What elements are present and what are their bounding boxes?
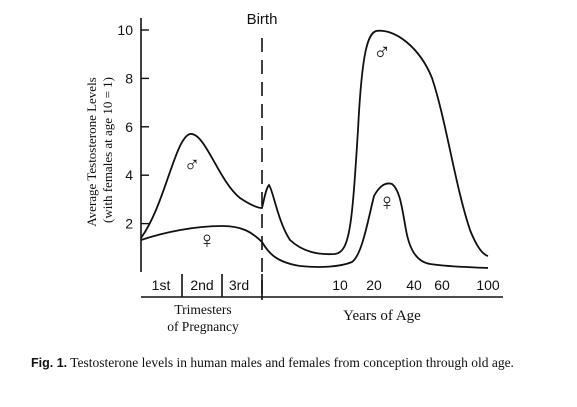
male-symbol-prenatal: ♂	[184, 152, 201, 177]
prenatal-tick-label: 1st	[152, 277, 171, 293]
age-tick-label: 40	[406, 277, 422, 293]
birth-label: Birth	[247, 11, 278, 28]
caption-label: Fig. 1.	[31, 356, 68, 370]
female-curve	[140, 182, 489, 269]
prenatal-axis-label-line2: of Pregnancy	[167, 319, 239, 334]
male-symbol-adult: ♂	[373, 39, 391, 66]
age-tick-label: 10	[332, 277, 348, 293]
age-tick-label: 20	[366, 277, 382, 293]
figure-caption: Fig. 1. Testosterone levels in human mal…	[31, 354, 561, 372]
curves	[140, 29, 489, 269]
y-ticks: 2 4 6 8 10	[117, 22, 149, 232]
x-ticks: 1st 2nd 3rd 10 20 40 60 100	[152, 277, 500, 293]
age-tick-label: 60	[434, 277, 450, 293]
y-axis-label-line1: Average Testosterone Levels	[84, 77, 99, 227]
chart-axes	[140, 18, 503, 300]
sex-symbols: ♂ ♀ ♂ ♀	[184, 39, 396, 254]
y-tick-label: 8	[125, 70, 133, 86]
prenatal-tick-label: 2nd	[190, 277, 213, 293]
y-tick-label: 2	[125, 216, 133, 232]
female-symbol-adult: ♀	[378, 189, 396, 216]
female-symbol-prenatal: ♀	[198, 227, 216, 254]
y-tick-label: 10	[117, 22, 133, 38]
age-tick-label: 100	[476, 277, 500, 293]
male-curve	[140, 29, 489, 257]
age-axis-label: Years of Age	[343, 308, 421, 324]
prenatal-tick-label: 3rd	[229, 277, 249, 293]
y-tick-label: 4	[125, 167, 133, 183]
caption-text: Testosterone levels in human males and f…	[67, 355, 514, 370]
y-axis-label-line2: (with females at age 10 = 1)	[100, 77, 115, 223]
prenatal-axis-label-line1: Trimesters	[174, 302, 231, 317]
y-tick-label: 6	[125, 119, 133, 135]
